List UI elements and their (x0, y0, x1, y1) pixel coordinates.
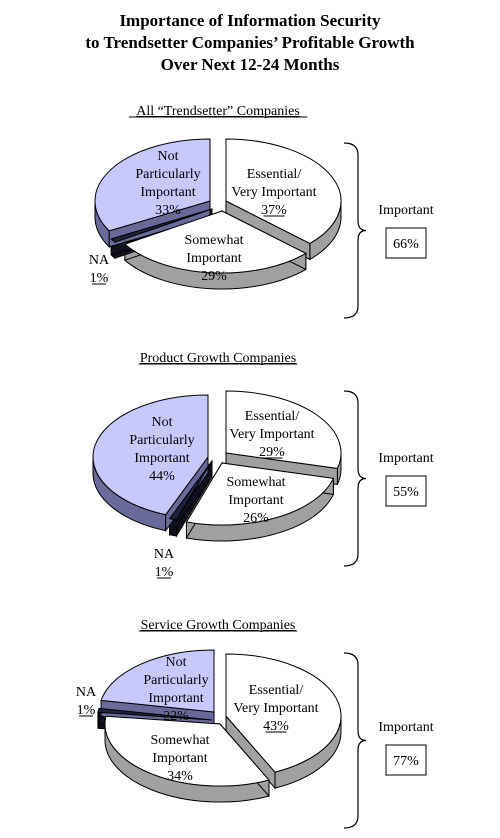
chart-title: All “Trendsetter” Companies (136, 104, 300, 119)
slice-label-essential-very-important: Essential/Very Important 29% (229, 409, 314, 460)
bracket (343, 390, 367, 567)
slice-label-not-particularly-important: Not Particularly Important 44% (129, 415, 194, 484)
slice-label-essential-very-important: Essential/Very Important 43% (233, 683, 318, 734)
slice-label-na: NA 1% (76, 685, 97, 718)
slice-not-particularly-important (92, 394, 209, 516)
page-title: Importance of Information Security to Tr… (0, 10, 500, 76)
slice-label-somewhat-important: Somewhat Important 29% (184, 233, 243, 284)
slice-label-essential-very-important: Essential/Very Important 37% (231, 167, 316, 218)
slice-label-na: NA 1% (154, 547, 175, 580)
slice-label-not-particularly-important: Not Particularly Important 22% (143, 655, 208, 724)
important-total: 77% (393, 754, 419, 769)
important-total: 55% (393, 485, 419, 500)
title-line-1: Importance of Information Security (119, 11, 381, 30)
important-label: Important (378, 451, 433, 466)
bracket (343, 652, 367, 829)
important-total-box (385, 744, 427, 776)
important-total: 66% (393, 237, 419, 252)
chart-title: Product Growth Companies (140, 351, 296, 366)
important-label: Important (378, 203, 433, 218)
chart-title: Service Growth Companies (141, 618, 296, 633)
slice-somewhat-important (123, 210, 307, 274)
slice-label-not-particularly-important: Not Particularly Important 33% (135, 149, 200, 218)
pie-chart-1: All “Trendsetter” Companies Essential/Ver… (89, 104, 434, 319)
important-total-box (385, 475, 427, 507)
bracket (343, 142, 367, 319)
pie-chart-3: Service Growth Companies Essential/Very I… (76, 618, 434, 829)
pie-chart-2: Product Growth Companies Essential/Very I… (92, 351, 434, 580)
slice-essential-very-important (225, 138, 342, 245)
title-line-2: to Trendsetter Companies’ Profitable Gro… (85, 33, 415, 52)
important-total-box (385, 227, 427, 259)
slice-label-somewhat-important: Somewhat Important 26% (226, 475, 285, 526)
slice-not-particularly-important (94, 138, 211, 232)
slice-na (97, 707, 213, 721)
slice-essential-very-important (225, 390, 342, 469)
slice-label-somewhat-important: Somewhat Important 34% (150, 733, 209, 784)
slice-na (168, 460, 213, 521)
slice-not-particularly-important (100, 649, 215, 713)
slice-label-na: NA 1% (89, 253, 110, 286)
slice-na (110, 208, 213, 243)
slice-somewhat-important (104, 715, 270, 787)
slice-essential-very-important (225, 653, 342, 773)
title-line-3: Over Next 12-24 Months (160, 55, 340, 74)
slice-somewhat-important (185, 462, 335, 526)
important-label: Important (378, 720, 433, 735)
